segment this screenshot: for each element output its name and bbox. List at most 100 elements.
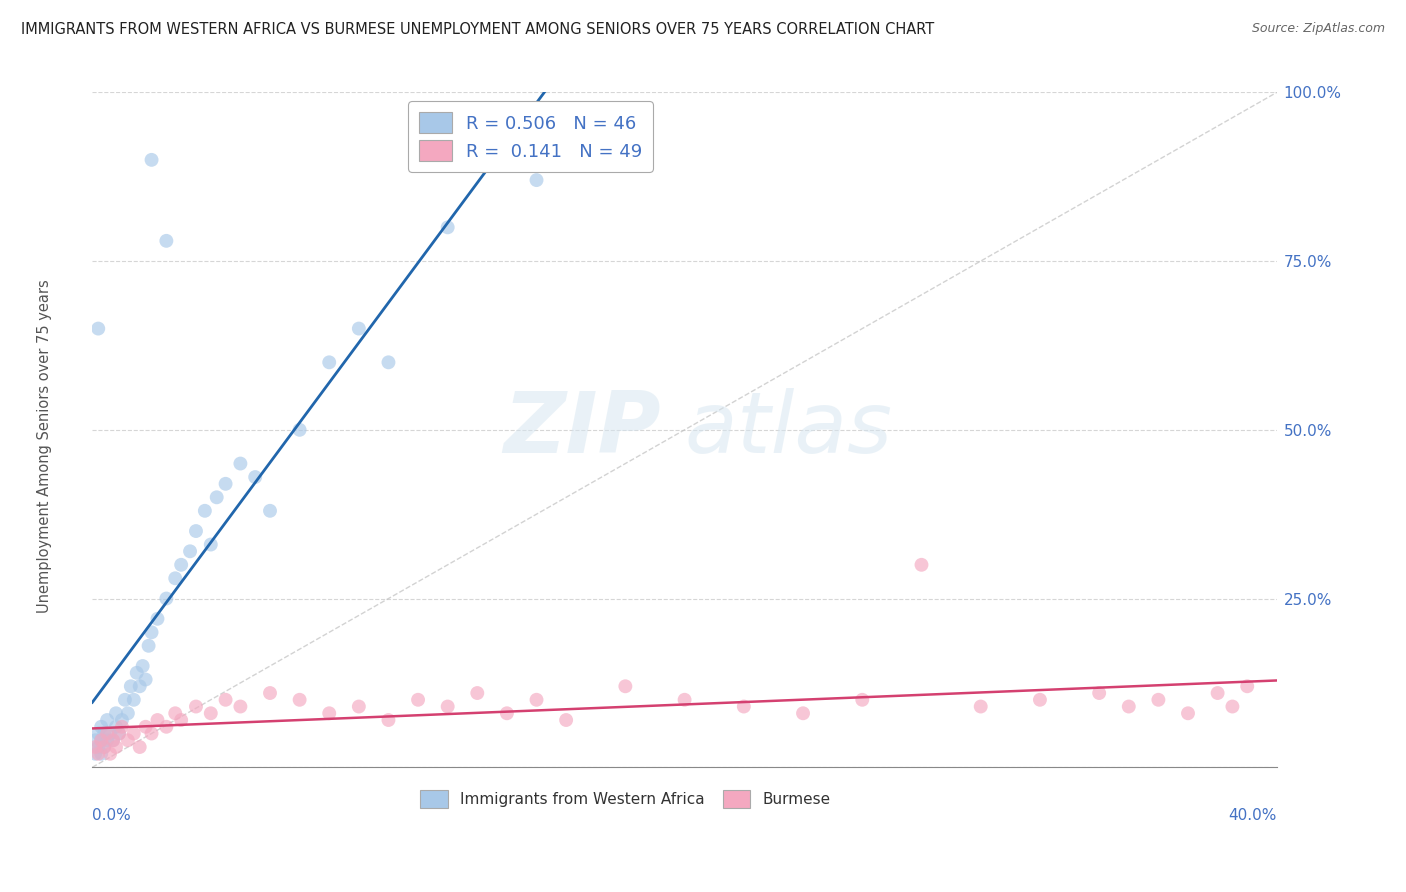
Point [200,706,222,721]
Point [229,457,252,471]
Point [179,544,201,558]
Point [673,693,696,707]
Point [165,706,187,721]
Point [141,726,163,740]
Point [111,713,134,727]
Point [347,321,370,335]
Point [214,693,236,707]
Point [1029,693,1052,707]
Point [1088,686,1111,700]
Point [93,739,115,754]
Point [135,720,157,734]
Point [141,153,163,167]
Point [87,321,110,335]
Point [87,739,110,754]
Point [733,699,755,714]
Point [84,733,107,747]
Point [259,504,281,518]
Point [155,591,177,606]
Point [170,558,193,572]
Point [122,693,145,707]
Point [105,706,128,721]
Point [138,639,160,653]
Point [93,739,115,754]
Point [96,726,118,740]
Point [108,726,131,740]
Point [90,720,112,734]
Point [98,747,121,761]
Point [1177,706,1199,721]
Point [1147,693,1170,707]
Point [614,679,637,693]
Point [128,679,150,693]
Point [87,726,110,740]
Point [84,747,107,761]
Point [120,679,142,693]
Point [114,693,136,707]
Point [135,673,157,687]
Point [229,699,252,714]
Point [1222,699,1244,714]
Point [555,713,578,727]
Text: Unemployment Among Seniors over 75 years: Unemployment Among Seniors over 75 years [38,279,52,613]
Text: ZIP: ZIP [503,388,661,471]
Point [184,699,207,714]
Point [214,476,236,491]
Point [465,686,488,700]
Text: atlas: atlas [685,388,893,471]
Point [200,537,222,551]
Point [165,571,187,585]
Point [377,355,399,369]
Point [436,699,458,714]
Point [146,713,169,727]
Point [90,733,112,747]
Point [155,720,177,734]
Point [98,726,121,740]
Point [318,355,340,369]
Point [128,739,150,754]
Point [970,699,993,714]
Point [526,693,548,707]
Point [108,726,131,740]
Text: 40.0%: 40.0% [1229,808,1277,822]
Point [259,686,281,700]
Point [377,713,399,727]
Point [184,524,207,538]
Point [170,713,193,727]
Text: 0.0%: 0.0% [93,808,131,822]
Point [288,693,311,707]
Text: Source: ZipAtlas.com: Source: ZipAtlas.com [1251,22,1385,36]
Point [851,693,873,707]
Legend: Immigrants from Western Africa, Burmese: Immigrants from Western Africa, Burmese [413,784,837,814]
Point [122,726,145,740]
Point [90,733,112,747]
Point [347,699,370,714]
Point [792,706,814,721]
Point [910,558,932,572]
Point [288,423,311,437]
Point [526,173,548,187]
Point [155,234,177,248]
Point [496,706,519,721]
Point [1206,686,1229,700]
Point [436,220,458,235]
Point [146,612,169,626]
Point [1236,679,1258,693]
Point [1118,699,1140,714]
Point [101,733,124,747]
Point [117,733,139,747]
Point [101,733,124,747]
Point [90,747,112,761]
Point [96,733,118,747]
Point [105,720,128,734]
Point [141,625,163,640]
Point [105,739,128,754]
Point [117,706,139,721]
Point [111,720,134,734]
Point [205,491,228,505]
Point [245,470,267,484]
Point [96,713,118,727]
Point [194,504,217,518]
Point [125,665,148,680]
Point [406,693,429,707]
